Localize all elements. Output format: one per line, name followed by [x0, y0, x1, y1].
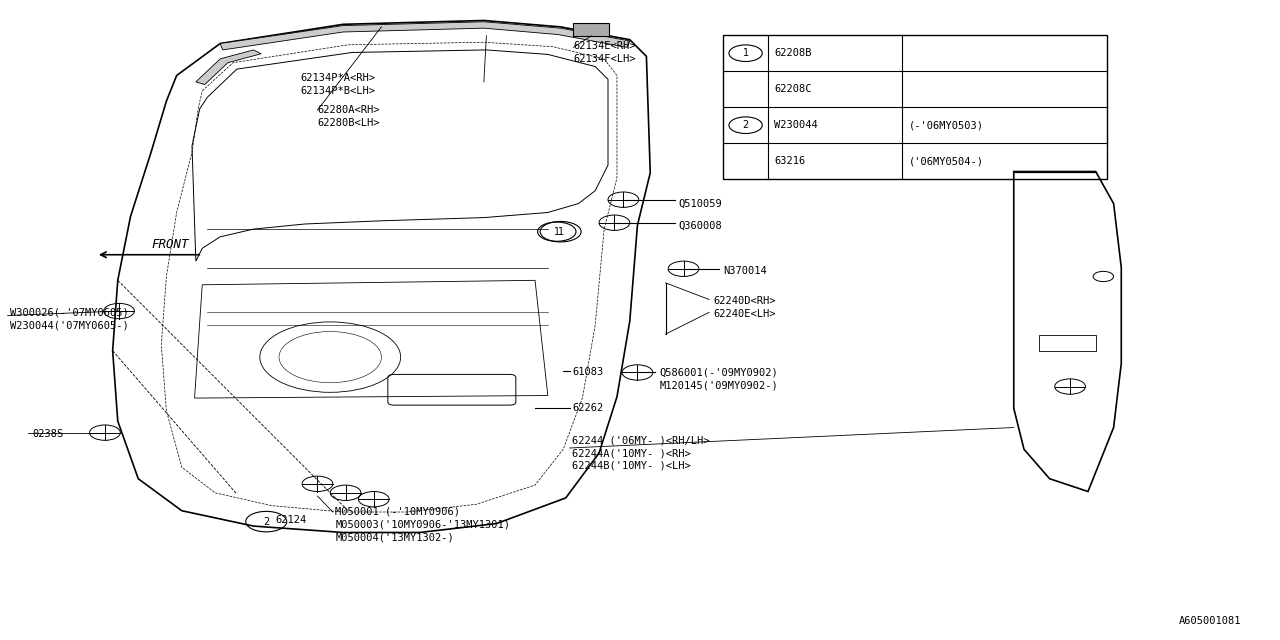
Text: M050004('13MY1302-): M050004('13MY1302-) [335, 532, 454, 543]
Text: M050003('10MY0906-'13MY1301): M050003('10MY0906-'13MY1301) [335, 520, 511, 530]
FancyBboxPatch shape [573, 23, 609, 36]
Text: 62134P*A<RH>: 62134P*A<RH> [301, 73, 376, 83]
Text: W230044: W230044 [774, 120, 818, 130]
Text: Q510059: Q510059 [678, 198, 722, 209]
Text: Q586001(-'09MY0902): Q586001(-'09MY0902) [659, 367, 778, 378]
Text: W230044('07MY0605-): W230044('07MY0605-) [10, 320, 129, 330]
Text: 62134P*B<LH>: 62134P*B<LH> [301, 86, 376, 96]
Text: ('06MY0504-): ('06MY0504-) [909, 156, 984, 166]
Text: 62244B('10MY- )<LH>: 62244B('10MY- )<LH> [572, 461, 691, 471]
Text: 62280A<RH>: 62280A<RH> [317, 105, 380, 115]
Text: 1: 1 [742, 48, 749, 58]
Text: FRONT: FRONT [151, 238, 188, 251]
Text: 62280B<LH>: 62280B<LH> [317, 118, 380, 128]
Text: A605001081: A605001081 [1179, 616, 1242, 626]
Bar [723, 35, 1107, 179]
Text: 61083: 61083 [572, 367, 603, 378]
Polygon shape [196, 50, 261, 84]
Text: (-'06MY0503): (-'06MY0503) [909, 120, 984, 130]
Text: 2: 2 [264, 516, 269, 527]
Text: 1: 1 [558, 227, 563, 237]
Text: 62244A('10MY- )<RH>: 62244A('10MY- )<RH> [572, 448, 691, 458]
Text: 62262: 62262 [572, 403, 603, 413]
Polygon shape [220, 22, 630, 50]
Text: 1: 1 [554, 227, 559, 237]
Text: 62240D<RH>: 62240D<RH> [713, 296, 776, 306]
Text: Q360008: Q360008 [678, 220, 722, 230]
Text: 62240E<LH>: 62240E<LH> [713, 308, 776, 319]
Text: 0238S: 0238S [32, 429, 63, 439]
Text: M120145('09MY0902-): M120145('09MY0902-) [659, 380, 778, 390]
Text: 62208B: 62208B [774, 48, 812, 58]
Text: 2: 2 [742, 120, 749, 130]
Text: W300026(-'07MY0605): W300026(-'07MY0605) [10, 307, 129, 317]
Text: 62134E<RH>: 62134E<RH> [573, 41, 636, 51]
Text: N370014: N370014 [723, 266, 767, 276]
Text: 63216: 63216 [774, 156, 805, 166]
Text: 62124: 62124 [275, 515, 306, 525]
Text: 62244 ('06MY- )<RH/LH>: 62244 ('06MY- )<RH/LH> [572, 435, 709, 445]
Text: M050001 (-'10MY0906): M050001 (-'10MY0906) [335, 507, 461, 517]
Text: 62134F<LH>: 62134F<LH> [573, 54, 636, 64]
Text: 62208C: 62208C [774, 84, 812, 94]
